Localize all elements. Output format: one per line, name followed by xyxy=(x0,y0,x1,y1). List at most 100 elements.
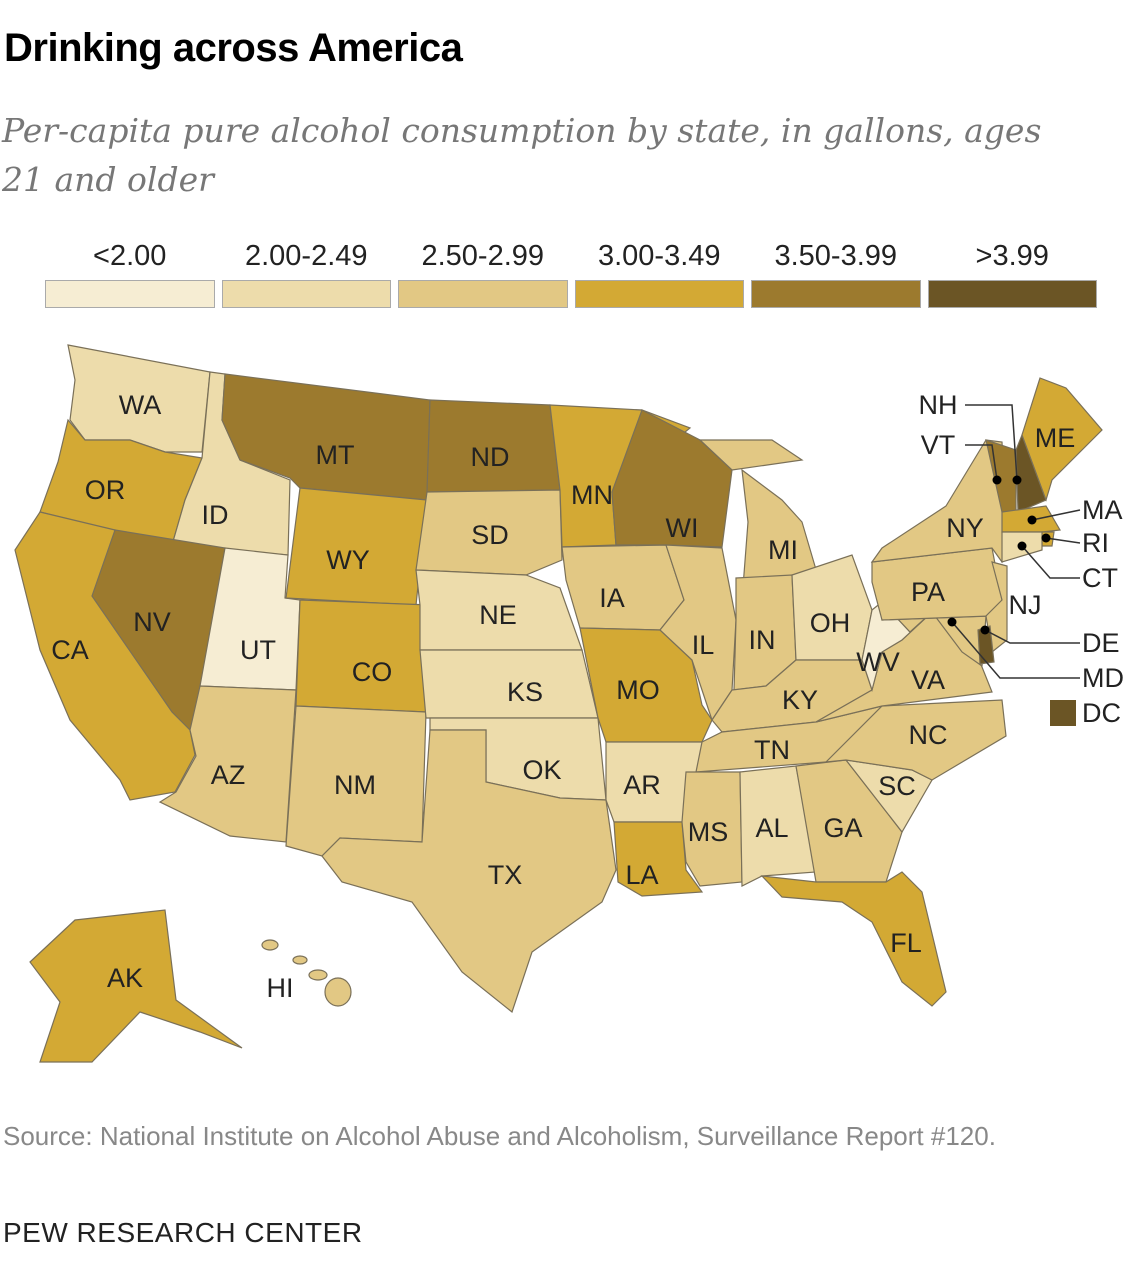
state-label-MN: MN xyxy=(571,480,613,510)
callout-line xyxy=(1031,509,1081,521)
state-label-SC: SC xyxy=(878,771,916,801)
state-AK xyxy=(29,909,243,1063)
legend-label: <2.00 xyxy=(93,240,167,272)
legend-label: 3.00-3.49 xyxy=(597,240,721,272)
legend-swatch xyxy=(45,280,215,308)
state-label-ID: ID xyxy=(202,500,229,530)
legend-swatch xyxy=(574,280,744,308)
state-label-MS: MS xyxy=(688,817,729,847)
state-label-PA: PA xyxy=(911,577,945,607)
state-label-NV: NV xyxy=(133,607,171,637)
callout-line xyxy=(984,629,1080,644)
state-label-WA: WA xyxy=(119,390,162,420)
legend-label: 2.50-2.99 xyxy=(421,240,545,272)
state-label-NE: NE xyxy=(479,600,517,630)
state-HI xyxy=(292,955,308,965)
callout-line xyxy=(965,404,1018,481)
callout-line xyxy=(1021,545,1080,579)
state-label-IA: IA xyxy=(599,583,625,613)
state-label-WY: WY xyxy=(326,545,370,575)
state-AZ xyxy=(158,685,297,843)
legend-item: 3.00-3.49 xyxy=(574,240,744,308)
state-HI xyxy=(308,969,328,981)
state-label-MT: MT xyxy=(316,440,355,470)
callout-dot xyxy=(947,617,957,627)
state-label-MA: MA xyxy=(1082,495,1123,525)
state-label-UT: UT xyxy=(240,635,276,665)
state-label-TX: TX xyxy=(488,860,523,890)
legend-swatch xyxy=(398,280,568,308)
legend-label: 3.50-3.99 xyxy=(774,240,898,272)
state-label-CO: CO xyxy=(352,657,393,687)
state-label-OH: OH xyxy=(810,608,851,638)
legend-swatch xyxy=(221,280,391,308)
state-label-VA: VA xyxy=(911,665,945,695)
state-FL xyxy=(760,871,947,1007)
state-label-NC: NC xyxy=(909,720,948,750)
state-NC xyxy=(824,699,1007,781)
state-label-FL: FL xyxy=(890,928,922,958)
state-label-MD: MD xyxy=(1082,663,1124,693)
state-label-TN: TN xyxy=(754,735,790,765)
state-label-CA: CA xyxy=(51,635,89,665)
legend-item: 3.50-3.99 xyxy=(751,240,921,308)
legend-item: >3.99 xyxy=(927,240,1097,308)
state-label-MI: MI xyxy=(768,535,798,565)
state-label-AL: AL xyxy=(755,813,788,843)
callout-dot xyxy=(1012,475,1022,485)
state-label-KY: KY xyxy=(782,685,818,715)
state-label-RI: RI xyxy=(1082,528,1109,558)
state-label-KS: KS xyxy=(507,677,543,707)
legend-swatch xyxy=(927,280,1097,308)
callout-dot xyxy=(1027,515,1037,525)
state-label-MO: MO xyxy=(616,675,660,705)
legend: <2.00 2.00-2.49 2.50-2.99 3.00-3.49 3.50… xyxy=(45,240,1097,308)
state-label-VT: VT xyxy=(921,430,956,460)
state-label-IN: IN xyxy=(749,625,776,655)
legend-label: 2.00-2.49 xyxy=(244,240,368,272)
callout-line xyxy=(951,621,1080,679)
chart-title: Drinking across America xyxy=(4,26,463,70)
callout-dot xyxy=(1041,533,1051,543)
credit: PEW RESEARCH CENTER xyxy=(3,1217,363,1248)
state-SD xyxy=(415,489,563,576)
state-label-GA: GA xyxy=(823,813,862,843)
state-label-AR: AR xyxy=(623,770,661,800)
state-label-WI: WI xyxy=(666,513,699,543)
callout-line xyxy=(1045,537,1081,544)
state-label-NH: NH xyxy=(919,390,958,420)
state-label-IL: IL xyxy=(692,630,715,660)
legend-item: 2.50-2.99 xyxy=(398,240,568,308)
legend-item: 2.00-2.49 xyxy=(221,240,391,308)
state-label-AZ: AZ xyxy=(211,760,246,790)
state-label-DE: DE xyxy=(1082,628,1120,658)
legend-swatch xyxy=(751,280,921,308)
legend-label: >3.99 xyxy=(975,240,1049,272)
state-MI xyxy=(698,439,804,471)
legend-item: <2.00 xyxy=(45,240,215,308)
state-label-NJ: NJ xyxy=(1009,590,1042,620)
state-ME xyxy=(1021,377,1103,502)
state-label-AK: AK xyxy=(107,963,143,993)
state-label-LA: LA xyxy=(625,860,658,890)
callout-dot xyxy=(1017,541,1027,551)
state-HI xyxy=(324,977,352,1007)
dc-swatch xyxy=(1050,700,1076,726)
state-AL xyxy=(739,765,817,887)
source-note: Source: National Institute on Alcohol Ab… xyxy=(3,1121,996,1151)
callout-dot xyxy=(992,475,1002,485)
state-HI xyxy=(261,939,279,951)
state-label-SD: SD xyxy=(471,520,509,550)
chart-subtitle: Per-capita pure alcohol consumption by s… xyxy=(2,111,1042,199)
state-label-WV: WV xyxy=(856,647,900,677)
state-label-ND: ND xyxy=(471,442,510,472)
callout-line xyxy=(965,444,998,481)
state-label-NM: NM xyxy=(334,770,376,800)
state-label-HI: HI xyxy=(267,973,294,1003)
state-TX xyxy=(321,729,617,1014)
state-label-OK: OK xyxy=(522,755,561,785)
state-label-NY: NY xyxy=(946,513,984,543)
state-label-CT: CT xyxy=(1082,563,1118,593)
state-label-OR: OR xyxy=(85,475,126,505)
